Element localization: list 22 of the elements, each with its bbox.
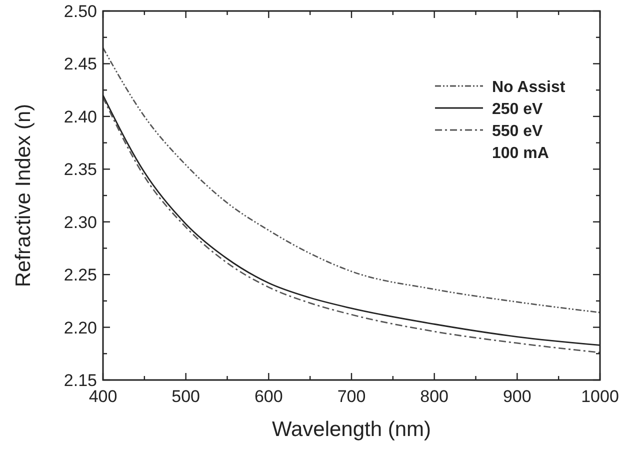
y-tick-label: 2.50 bbox=[64, 2, 97, 21]
y-tick-label: 2.20 bbox=[64, 318, 97, 338]
y-tick-label: 2.35 bbox=[64, 160, 97, 180]
x-tick-label: 700 bbox=[337, 387, 366, 406]
y-tick-label: 2.40 bbox=[64, 107, 97, 126]
legend-label: 550 eV bbox=[492, 123, 544, 140]
y-axis-title: Refractive Index (n) bbox=[12, 104, 35, 288]
x-tick-label: 800 bbox=[420, 387, 449, 406]
x-tick-label: 400 bbox=[88, 387, 118, 406]
y-tick-label: 2.30 bbox=[64, 212, 97, 232]
x-tick-label: 1000 bbox=[581, 387, 619, 406]
legend-label: 250 eV bbox=[492, 101, 544, 118]
y-tick-label: 2.45 bbox=[64, 54, 97, 74]
x-tick-label: 900 bbox=[502, 387, 532, 406]
annotation: 100 mA bbox=[492, 145, 550, 162]
y-tick-label: 2.25 bbox=[64, 266, 97, 285]
x-tick-label: 500 bbox=[172, 387, 200, 406]
legend-label: No Assist bbox=[492, 79, 566, 96]
x-axis-title: Wavelength (nm) bbox=[272, 418, 432, 441]
x-tick-label: 600 bbox=[254, 387, 283, 406]
line-series bbox=[102, 47, 601, 314]
y-tick-label: 2.15 bbox=[64, 371, 97, 390]
